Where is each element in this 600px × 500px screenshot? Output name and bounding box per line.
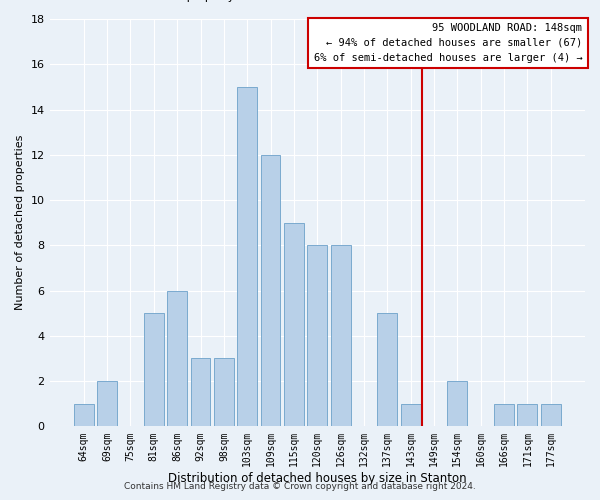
Bar [307,246,327,426]
Text: Size of property relative to detached houses in Stanton: Size of property relative to detached ho… [146,0,454,2]
Bar [191,358,211,426]
Bar [260,155,280,426]
Bar [214,358,234,426]
Text: 95 WOODLAND ROAD: 148sqm
← 94% of detached houses are smaller (67)
6% of semi-de: 95 WOODLAND ROAD: 148sqm ← 94% of detach… [314,23,583,62]
Bar [377,313,397,426]
Bar [494,404,514,426]
Bar [284,222,304,426]
Bar [541,404,560,426]
Y-axis label: Number of detached properties: Number of detached properties [15,135,25,310]
X-axis label: Distribution of detached houses by size in Stanton: Distribution of detached houses by size … [168,472,467,485]
Bar [401,404,421,426]
Text: Contains HM Land Registry data © Crown copyright and database right 2024.: Contains HM Land Registry data © Crown c… [124,482,476,492]
Bar [448,381,467,426]
Bar [331,246,350,426]
Bar [517,404,538,426]
Bar [238,87,257,426]
Bar [74,404,94,426]
Bar [167,290,187,426]
Bar [97,381,117,426]
Bar [144,313,164,426]
